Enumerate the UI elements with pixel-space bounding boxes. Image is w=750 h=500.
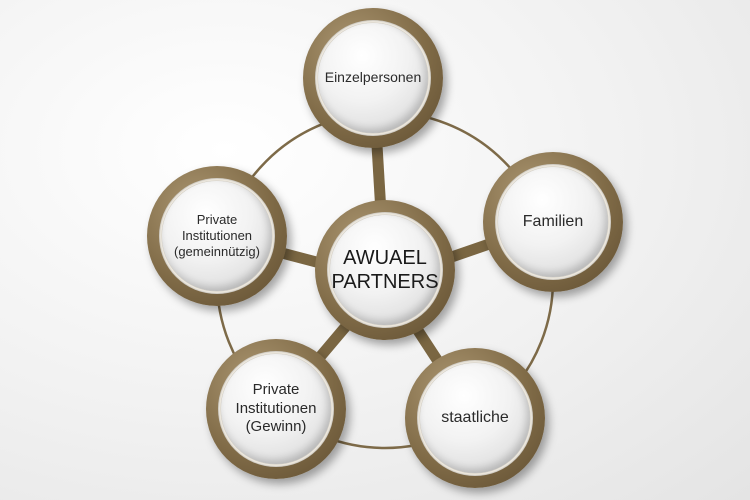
node-private-gemeinnuetzig: Private Institutionen (gemeinnützig): [147, 166, 287, 306]
node-label: Familien: [522, 213, 584, 230]
node-label: Private Institutionen (gemeinnützig): [174, 211, 260, 260]
node-familien: Familien: [483, 152, 623, 292]
center-label: AWUAEL PARTNERS: [331, 247, 439, 293]
node-label: staatliche: [441, 409, 509, 426]
node-label: Private Institutionen (Gewinn): [235, 380, 317, 436]
node-center: AWUAEL PARTNERS: [315, 200, 455, 340]
node-private-gewinn: Private Institutionen (Gewinn): [206, 339, 346, 479]
node-staatliche: staatliche: [405, 348, 545, 488]
node-label: Einzelpersonen: [324, 69, 422, 86]
node-einzelpersonen: Einzelpersonen: [303, 8, 443, 148]
